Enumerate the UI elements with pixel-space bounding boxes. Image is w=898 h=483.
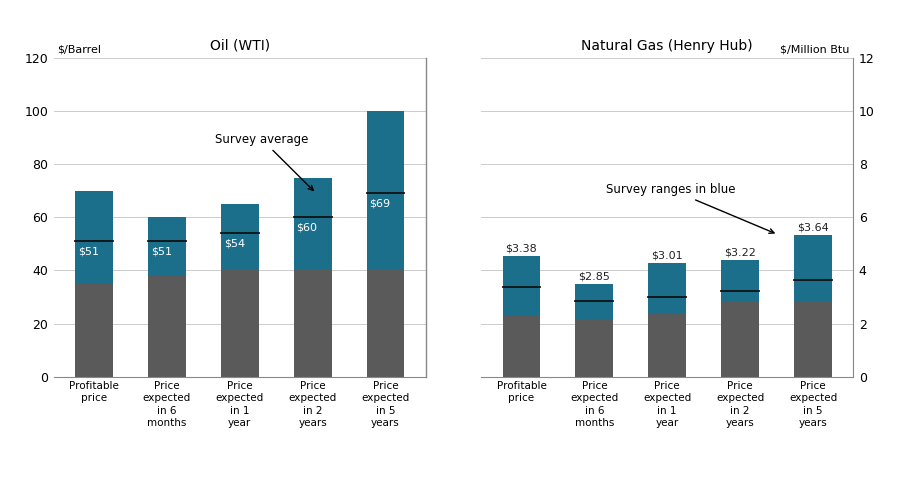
Bar xyxy=(721,260,759,302)
Bar xyxy=(648,262,686,314)
Text: $3.01: $3.01 xyxy=(651,250,683,260)
Bar xyxy=(648,314,686,377)
Bar xyxy=(148,276,186,377)
Text: $3.64: $3.64 xyxy=(797,223,829,232)
Bar xyxy=(576,284,613,320)
Text: $/Barrel: $/Barrel xyxy=(57,45,101,55)
Text: $51: $51 xyxy=(151,246,172,256)
Bar xyxy=(294,177,331,270)
Bar xyxy=(366,270,404,377)
Text: $3.38: $3.38 xyxy=(506,244,537,254)
Text: Survey average: Survey average xyxy=(215,133,313,190)
Text: $/Million Btu: $/Million Btu xyxy=(780,45,850,55)
Bar xyxy=(294,270,331,377)
Bar xyxy=(75,191,113,284)
Bar xyxy=(75,284,113,377)
Bar xyxy=(576,320,613,377)
Text: $2.85: $2.85 xyxy=(578,271,611,282)
Bar xyxy=(221,204,259,270)
Title: Natural Gas (Henry Hub): Natural Gas (Henry Hub) xyxy=(581,39,753,53)
Text: $51: $51 xyxy=(78,246,99,256)
Text: $54: $54 xyxy=(224,239,245,249)
Bar xyxy=(794,302,832,377)
Text: $3.22: $3.22 xyxy=(724,248,756,258)
Bar xyxy=(503,316,541,377)
Text: Survey ranges in blue: Survey ranges in blue xyxy=(606,183,774,233)
Bar xyxy=(221,270,259,377)
Bar xyxy=(794,235,832,302)
Bar xyxy=(148,217,186,276)
Bar xyxy=(366,111,404,270)
Title: Oil (WTI): Oil (WTI) xyxy=(209,39,269,53)
Bar xyxy=(721,302,759,377)
Bar xyxy=(503,256,541,316)
Text: $60: $60 xyxy=(296,223,318,233)
Text: $69: $69 xyxy=(369,199,391,209)
